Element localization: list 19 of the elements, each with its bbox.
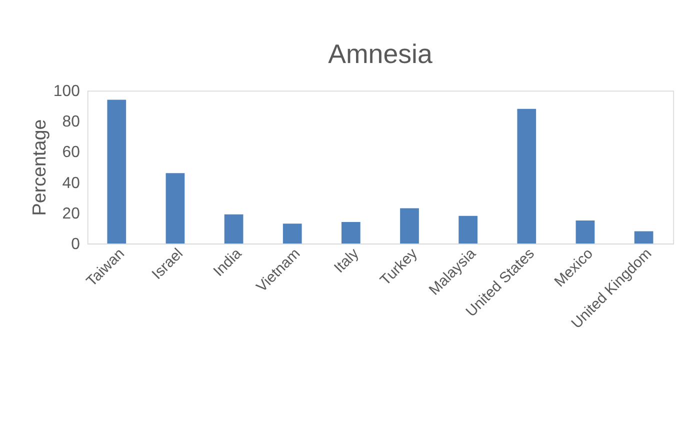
- bar: [224, 214, 244, 244]
- y-tick-label: 60: [62, 144, 80, 162]
- bar: [517, 108, 536, 244]
- chart-title: Amnesia: [328, 38, 432, 69]
- y-tick-label: 100: [53, 83, 80, 100]
- bar: [166, 173, 185, 244]
- x-tick-label: Italy: [332, 245, 363, 276]
- bar: [282, 224, 302, 244]
- bar: [458, 216, 478, 244]
- y-axis-title: Percentage: [28, 119, 50, 216]
- bar: [107, 100, 126, 244]
- y-tick-label: 80: [62, 114, 80, 131]
- bar: [634, 231, 654, 244]
- y-tick-label: 0: [71, 236, 80, 253]
- bar: [400, 208, 419, 244]
- bar: [576, 220, 595, 244]
- y-tick-label: 20: [62, 205, 80, 222]
- y-tick-label: 40: [62, 174, 80, 192]
- bar: [342, 222, 360, 244]
